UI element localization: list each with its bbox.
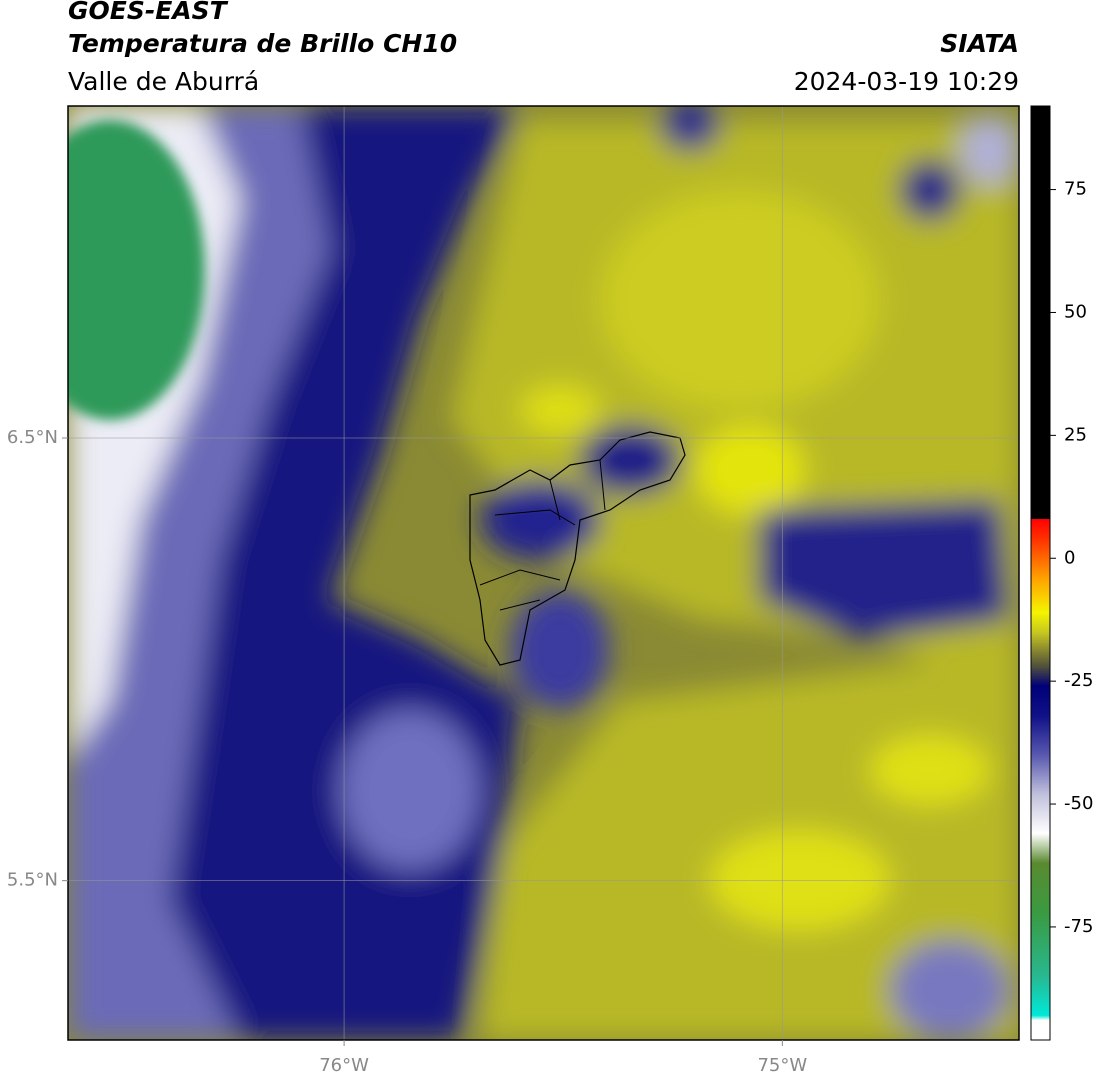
- lat-label: 6.5°N: [7, 427, 58, 448]
- region: Valle de Aburrá: [68, 67, 259, 96]
- colorbar-label: 0: [1064, 547, 1075, 568]
- source: SIATA: [940, 29, 1019, 58]
- subtitle: Temperatura de Brillo CH10: [68, 29, 457, 58]
- colorbar-label: 50: [1064, 301, 1087, 322]
- lat-label: 5.5°N: [7, 870, 58, 891]
- satellite-field: [68, 106, 1019, 1040]
- colorbar: [1030, 105, 1051, 1041]
- colorbar-label: -75: [1064, 916, 1093, 937]
- title: GOES-EAST: [68, 0, 229, 25]
- map-frame: [67, 105, 1020, 1041]
- colorbar-label: 75: [1064, 179, 1087, 200]
- lon-label: 75°W: [757, 1055, 807, 1076]
- datetime: 2024-03-19 10:29: [794, 67, 1019, 96]
- colorbar-label: -25: [1064, 670, 1093, 691]
- lon-label: 76°W: [319, 1055, 369, 1076]
- colorbar-label: 25: [1064, 424, 1087, 445]
- colorbar-label: -50: [1064, 793, 1093, 814]
